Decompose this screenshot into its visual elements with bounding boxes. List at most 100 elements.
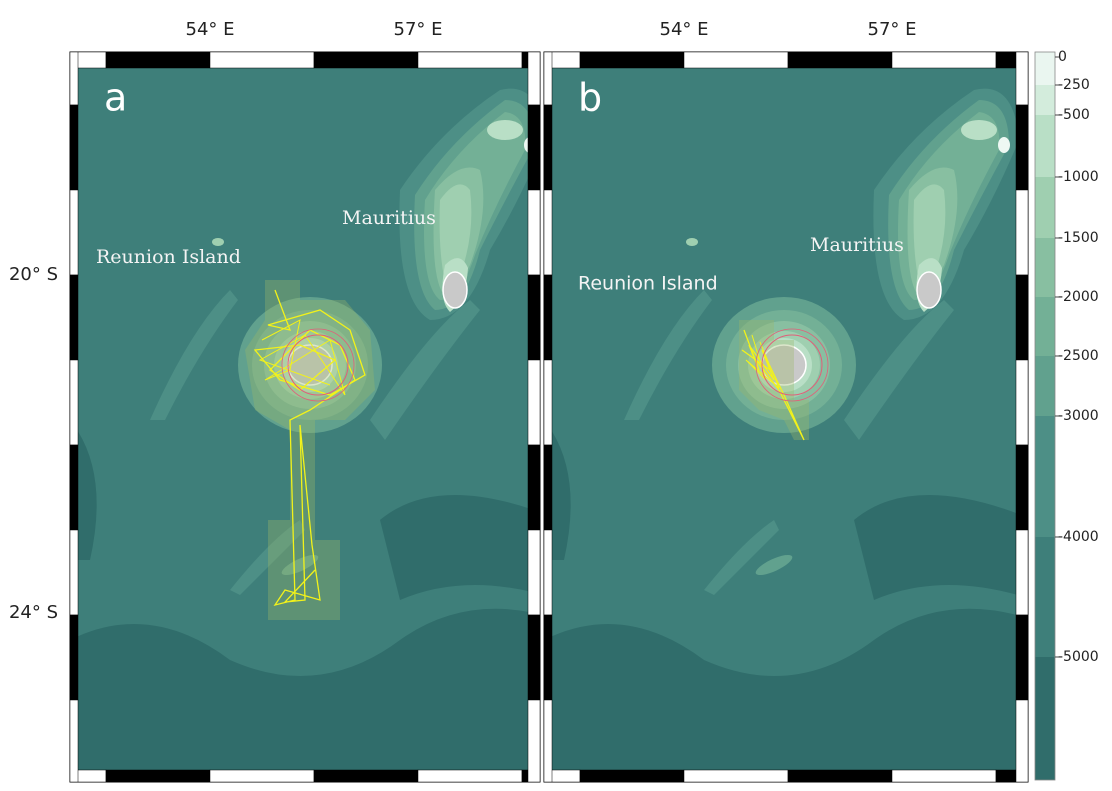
frame-segment	[527, 614, 541, 701]
ridge	[370, 300, 480, 440]
colorbar-band	[1035, 52, 1055, 85]
latitude-label: 20° S	[9, 264, 58, 285]
longitude-label: 57° E	[394, 19, 443, 40]
frame-segment	[313, 769, 419, 783]
frame-segment	[1015, 274, 1029, 361]
frame-segment	[543, 614, 553, 701]
frame-segment	[1015, 614, 1029, 701]
place-label: Reunion Island	[578, 273, 718, 295]
frame-segment	[105, 51, 211, 69]
frame-segment	[1015, 104, 1029, 191]
frame-segment	[69, 699, 79, 783]
abyssal-plain	[380, 495, 532, 600]
colorbar-band	[1035, 177, 1055, 238]
bathymetry	[552, 68, 1016, 772]
longitude-label: 54° E	[186, 19, 235, 40]
abyssal-plain	[552, 431, 571, 560]
track	[741, 329, 805, 441]
colorbar-band	[1035, 356, 1055, 416]
frame-segment	[527, 529, 541, 616]
abyssal-plain	[78, 608, 532, 772]
frame-segment	[543, 529, 553, 616]
frame-segment	[891, 769, 997, 783]
frame-segment	[69, 444, 79, 531]
frame-segment	[543, 51, 553, 106]
shoal	[212, 238, 224, 246]
frame-segment	[69, 359, 79, 446]
abyssal-plain	[552, 608, 1016, 772]
frame-segment	[527, 104, 541, 191]
colorbar-band	[1035, 238, 1055, 297]
shapes	[78, 68, 532, 772]
range-ring	[755, 328, 829, 402]
track	[745, 334, 780, 389]
island	[442, 271, 468, 309]
frame-segment	[891, 51, 997, 69]
frame-segment	[527, 699, 541, 783]
frame-segment	[683, 51, 789, 69]
track	[258, 319, 346, 396]
shoal	[439, 184, 472, 285]
seamount	[755, 554, 793, 576]
frame-segment	[417, 769, 523, 783]
frame-segment	[527, 359, 541, 446]
frame-segment	[543, 189, 553, 276]
colorbar-tick-label: -250	[1058, 77, 1090, 93]
shoal	[961, 120, 997, 140]
frame-segment	[579, 769, 685, 783]
frame-segment	[543, 444, 553, 531]
colorbar-band	[1035, 297, 1055, 356]
colorbar-band	[1035, 657, 1055, 780]
frame-segment	[1015, 359, 1029, 446]
frame-segment	[543, 104, 553, 191]
longitude-label: 57° E	[868, 19, 917, 40]
panel-label: a	[104, 76, 127, 120]
range-ring	[287, 334, 349, 396]
ridge	[624, 290, 712, 420]
frame-segment	[787, 769, 893, 783]
colorbar-tick-label: -500	[1058, 107, 1090, 123]
abyssal-plain	[78, 431, 97, 560]
colorbar-tick-label: -5000	[1058, 649, 1099, 665]
colorbar-tick-label: -3000	[1058, 408, 1099, 424]
frame-segment	[1015, 699, 1029, 783]
frame-segment	[209, 769, 315, 783]
colorbar: 0 -250 -500 -1000 -1500 -2000 -2500 -3000 -4000 -…	[1034, 49, 1099, 781]
ridge	[844, 300, 954, 440]
colorbar-band	[1035, 416, 1055, 537]
track-area	[245, 280, 375, 620]
frame-segment	[1015, 444, 1029, 531]
place-label: Reunion Island	[96, 246, 241, 268]
frame-segment	[209, 51, 315, 69]
frame-segment	[527, 51, 541, 106]
frame-segment	[527, 189, 541, 276]
island	[916, 271, 942, 309]
colorbar-tick-label: -4000	[1058, 529, 1099, 545]
frame-segment	[543, 274, 553, 361]
frame-segment	[1015, 51, 1029, 106]
frame-segment	[69, 614, 79, 701]
frame-segment	[527, 444, 541, 531]
frame-segment	[543, 359, 553, 446]
frame-segment	[787, 51, 893, 69]
colorbar-band	[1035, 115, 1055, 177]
frame-segment	[1015, 189, 1029, 276]
colorbar-tick-label: -1500	[1058, 230, 1099, 246]
panel-label: b	[578, 76, 602, 120]
frame-segment	[683, 769, 789, 783]
frame-segment	[69, 104, 79, 191]
shoal	[686, 238, 698, 246]
abyssal-plain	[854, 495, 1016, 600]
shoal	[913, 184, 946, 285]
frame-segment	[69, 189, 79, 276]
shapes	[552, 68, 1016, 772]
frame-segment	[543, 699, 553, 783]
place-label: Mauritius	[342, 207, 436, 229]
colorbar-tick-label: 0	[1058, 49, 1067, 65]
map-panel: 54° E 57° E b Reunion Island Mauritius	[543, 19, 1029, 783]
longitude-label: 54° E	[660, 19, 709, 40]
bathymetry	[78, 68, 532, 772]
ridge	[704, 520, 779, 595]
